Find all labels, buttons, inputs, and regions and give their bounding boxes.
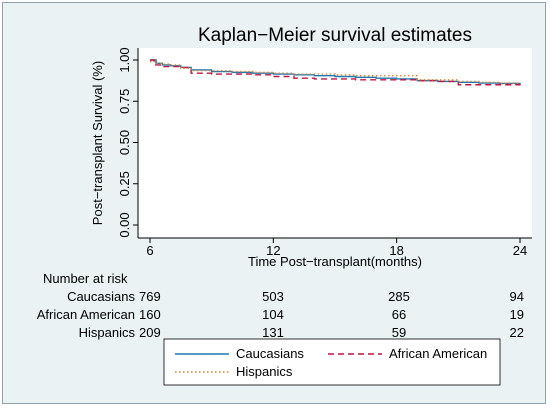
risk-cell: 22: [510, 325, 524, 340]
y-tick-label: 0.50: [117, 130, 132, 155]
risk-cell: 104: [262, 307, 284, 322]
series-lines: [150, 59, 521, 86]
series-line-african-american: [150, 59, 521, 86]
risk-row-label: Caucasians: [67, 289, 135, 304]
risk-cell: 19: [510, 307, 524, 322]
legend-box: [163, 338, 501, 386]
km-chart: Kaplan−Meier survival estimates 0.00 0.25…: [37, 25, 532, 386]
y-tick-label: 0.75: [117, 89, 132, 114]
x-ticks: 6 12 18 24: [146, 238, 527, 258]
series-line-hispanics: [150, 60, 521, 84]
risk-cell: 94: [510, 289, 524, 304]
risk-cell: 160: [139, 307, 161, 322]
chart-title: Kaplan−Meier survival estimates: [198, 25, 472, 46]
risk-cell: 59: [392, 325, 406, 340]
legend-label-caucasians: Caucasians: [236, 346, 304, 361]
risk-cell: 285: [388, 289, 410, 304]
x-tick-label: 18: [389, 243, 403, 258]
risk-cell: 209: [139, 325, 161, 340]
y-tick-label: 0.25: [117, 171, 132, 196]
y-tick-label: 1.00: [117, 47, 132, 72]
legend-label-hispanics: Hispanics: [236, 364, 293, 379]
x-tick-label: 6: [146, 243, 153, 258]
x-axis-label: Time Post−transplant(months): [248, 254, 422, 269]
legend: Caucasians African American Hispanics: [163, 338, 501, 386]
y-tick-label: 0.00: [117, 212, 132, 237]
figure-frame: Kaplan−Meier survival estimates 0.00 0.25…: [2, 2, 546, 404]
risk-cell: 503: [262, 289, 284, 304]
risk-cell: 131: [262, 325, 284, 340]
risk-cell: 66: [392, 307, 406, 322]
x-tick-label: 24: [513, 243, 527, 258]
risk-table-title: Number at risk: [43, 271, 128, 286]
x-tick-label: 12: [266, 243, 280, 258]
legend-label-african-american: African American: [389, 346, 487, 361]
risk-row-label: African American: [37, 307, 135, 322]
y-ticks: 0.00 0.25 0.50 0.75 1.00: [117, 47, 138, 238]
risk-cell: 769: [139, 289, 161, 304]
y-axis-label: Post−transplant Survival (%): [90, 61, 105, 225]
risk-row-label: Hispanics: [79, 325, 136, 340]
risk-table: Caucasians 769 503 285 94 African American 160…: [37, 289, 524, 340]
